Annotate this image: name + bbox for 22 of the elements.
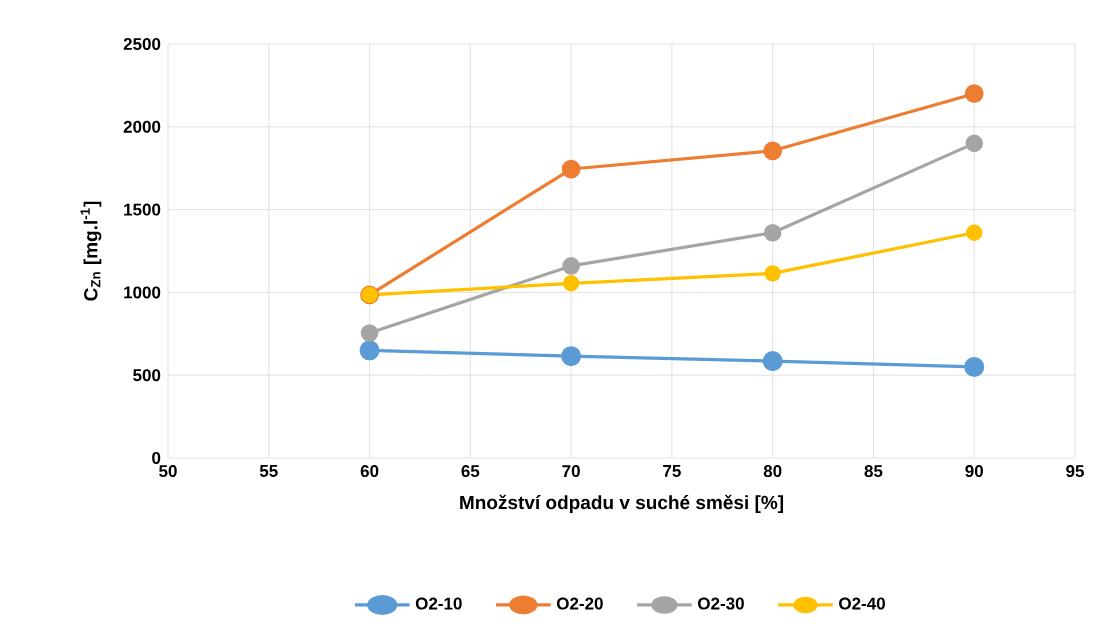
y-axis-title: C$_{Zn}$ [mg.l$^{-1}$] xyxy=(80,201,102,301)
x-tick-label: 65 xyxy=(461,465,480,478)
y-tick-label: 2000 xyxy=(123,120,161,133)
legend-label: O2-30 xyxy=(698,597,744,610)
x-tick-label: 70 xyxy=(562,465,580,478)
x-tick-label: 55 xyxy=(259,465,278,477)
y-tick-label: 500 xyxy=(133,369,161,382)
x-tick-label: 80 xyxy=(763,465,782,478)
x-axis-title: Množství odpadu v suché směsi [%] xyxy=(460,494,784,513)
y-tick-label: 1000 xyxy=(124,286,161,299)
x-tick-label: 50 xyxy=(159,465,177,478)
y-tick-label: 2500 xyxy=(123,38,161,51)
legend-label: O2-10 xyxy=(415,597,462,610)
x-tick-label: 95 xyxy=(1066,465,1084,478)
y-tick-label: 0 xyxy=(152,452,161,465)
x-tick-label: 90 xyxy=(965,465,983,478)
x-tick-label: 60 xyxy=(360,465,379,478)
y-tick-label: 1500 xyxy=(124,203,161,216)
legend-label: O2-40 xyxy=(839,597,885,610)
legend-label: O2-20 xyxy=(556,597,603,610)
x-tick-label: 75 xyxy=(663,465,681,477)
x-tick-label: 85 xyxy=(864,465,883,478)
